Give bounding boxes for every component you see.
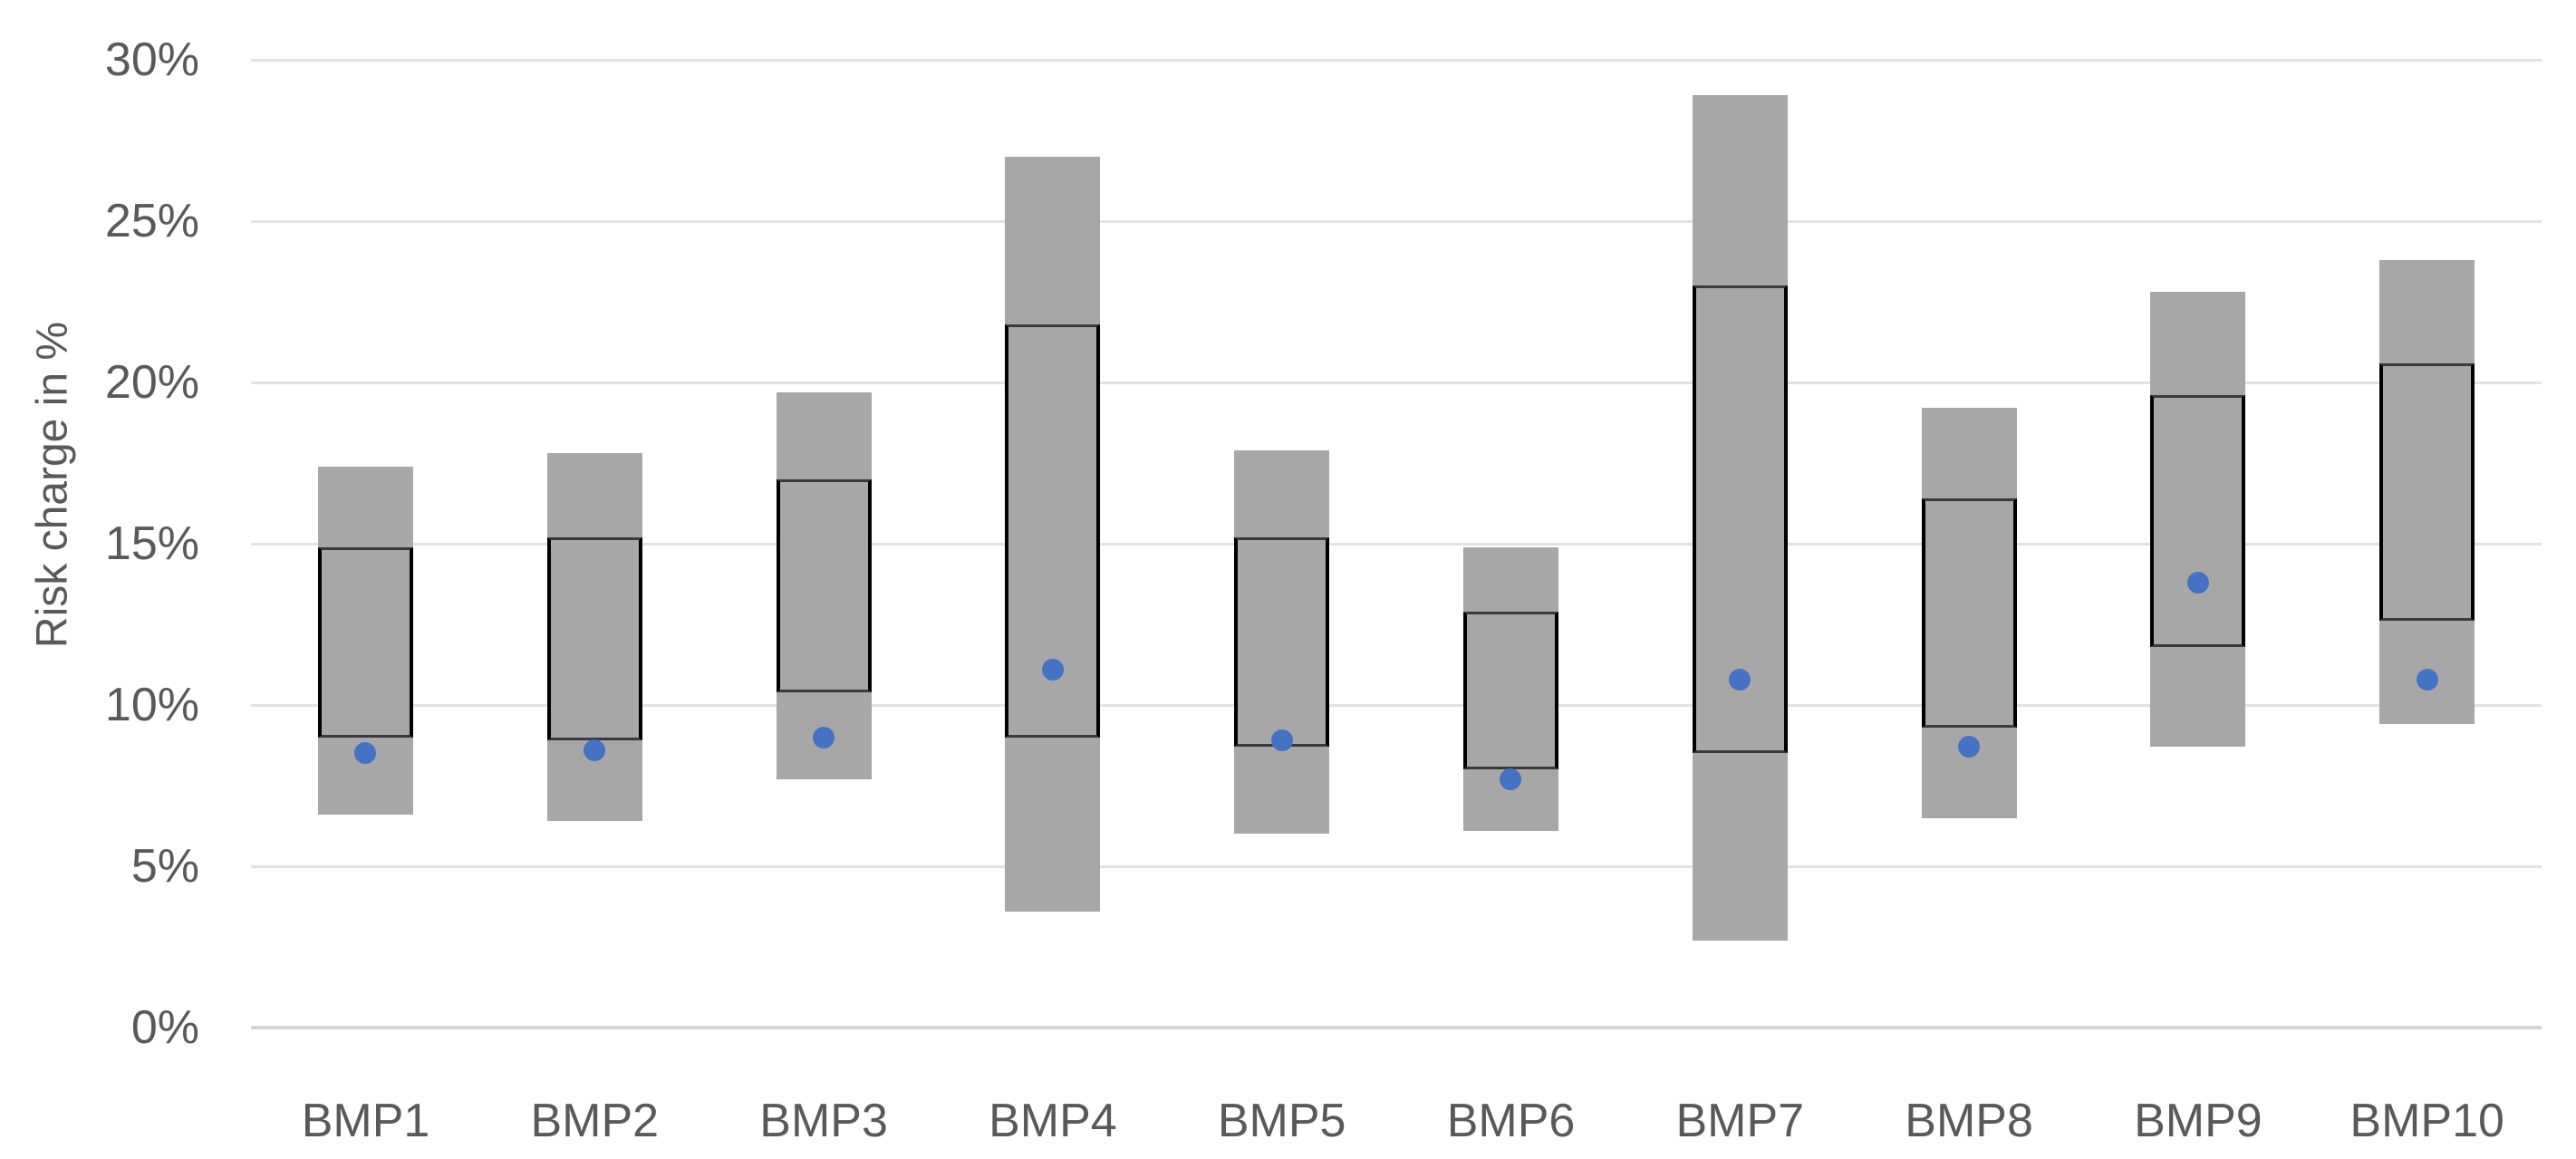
box-outline <box>2150 395 2246 647</box>
y-tick-label: 25% <box>104 195 199 247</box>
box-outline <box>546 536 642 741</box>
x-category-label: BMP8 <box>1905 1095 2033 1147</box>
range-bar <box>2379 259 2475 725</box>
point-marker-dot <box>1041 658 1064 681</box>
x-category-label: BMP3 <box>759 1095 888 1147</box>
x-category-label: BMP2 <box>530 1095 660 1147</box>
y-gridline <box>251 542 2542 546</box>
x-category-label: BMP5 <box>1217 1095 1346 1147</box>
x-category-label: BMP6 <box>1446 1095 1576 1147</box>
range-bar <box>1234 449 1330 835</box>
y-gridline <box>251 703 2542 707</box>
box-outline <box>1692 285 1788 754</box>
box-outline <box>1462 611 1558 770</box>
point-marker-dot <box>1500 768 1522 790</box>
y-tick-label: 30% <box>104 34 199 86</box>
x-category-label: BMP10 <box>2349 1095 2504 1147</box>
range-bar <box>1005 156 1101 912</box>
point-marker-dot <box>813 726 835 749</box>
box-outline <box>1005 324 1101 738</box>
y-tick-label: 0% <box>130 1001 199 1054</box>
point-marker-dot <box>1729 668 1751 691</box>
box-outline <box>2379 362 2475 622</box>
point-marker-dot <box>584 739 606 761</box>
point-marker-dot <box>2416 668 2438 691</box>
range-bar <box>1692 95 1788 941</box>
box-outline <box>776 478 872 692</box>
y-gridline <box>251 58 2542 62</box>
y-tick-label: 15% <box>104 517 199 570</box>
range-bar <box>2150 292 2246 748</box>
point-marker-dot <box>354 742 377 765</box>
box-outline <box>1921 498 2017 728</box>
y-gridline <box>251 219 2542 223</box>
y-tick-label: 20% <box>104 356 199 409</box>
point-marker-dot <box>2186 571 2209 594</box>
point-marker-dot <box>1270 729 1293 752</box>
x-category-label: BMP4 <box>989 1095 1117 1147</box>
x-category-label: BMP7 <box>1675 1095 1805 1147</box>
y-gridline <box>251 864 2542 868</box>
point-marker-dot <box>1958 736 1980 758</box>
x-category-label: BMP9 <box>2134 1095 2262 1147</box>
y-tick-label: 5% <box>130 840 199 893</box>
range-bar <box>776 391 872 779</box>
box-outline <box>317 546 413 738</box>
y-gridline <box>251 381 2542 384</box>
x-axis-line <box>251 1026 2542 1029</box>
y-tick-label: 10% <box>104 679 199 731</box>
x-category-label: BMP1 <box>301 1095 430 1147</box>
box-outline <box>1234 536 1330 748</box>
